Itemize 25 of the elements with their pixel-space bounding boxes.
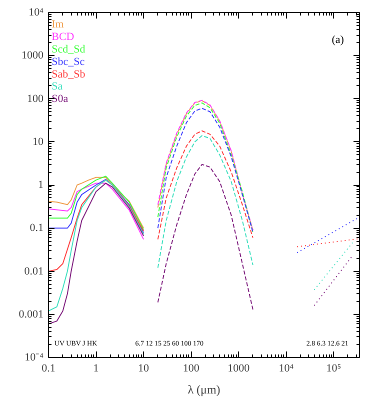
x-tick-label: 10⁴	[278, 362, 294, 374]
x-tick-label: 1	[93, 362, 99, 374]
text: Sab_Sb	[52, 68, 86, 80]
y-tick-label: 0.1	[30, 222, 44, 234]
text: Sbc_Sc	[52, 56, 85, 68]
text: S0a	[52, 93, 68, 106]
y-tick-label: 0.01	[24, 265, 44, 278]
x-tick-label: 10⁵	[326, 362, 342, 374]
y-tick-label: 0.001	[18, 308, 44, 320]
text: Scd_Sd	[52, 43, 86, 56]
text: BCD	[52, 30, 74, 43]
x-tick-label: 100	[182, 362, 200, 374]
y-tick-label: 10⁻⁴	[24, 352, 44, 364]
y-tick-label: 1	[38, 179, 44, 191]
x-tick-label: 0.1	[42, 362, 56, 374]
y-tick-label: 10⁴	[28, 6, 44, 18]
text: Sa	[52, 80, 63, 93]
text: Im	[52, 18, 64, 31]
annotation: (a)	[332, 34, 344, 46]
x-axis-title: λ (μm)	[188, 382, 220, 396]
y-tick-label: 100	[27, 92, 44, 105]
x-tick-label: 10	[138, 362, 150, 374]
y-tick-label: 10	[32, 136, 44, 148]
x-tick-label: 1000	[228, 362, 250, 374]
y-tick-label: 1000	[22, 50, 44, 62]
